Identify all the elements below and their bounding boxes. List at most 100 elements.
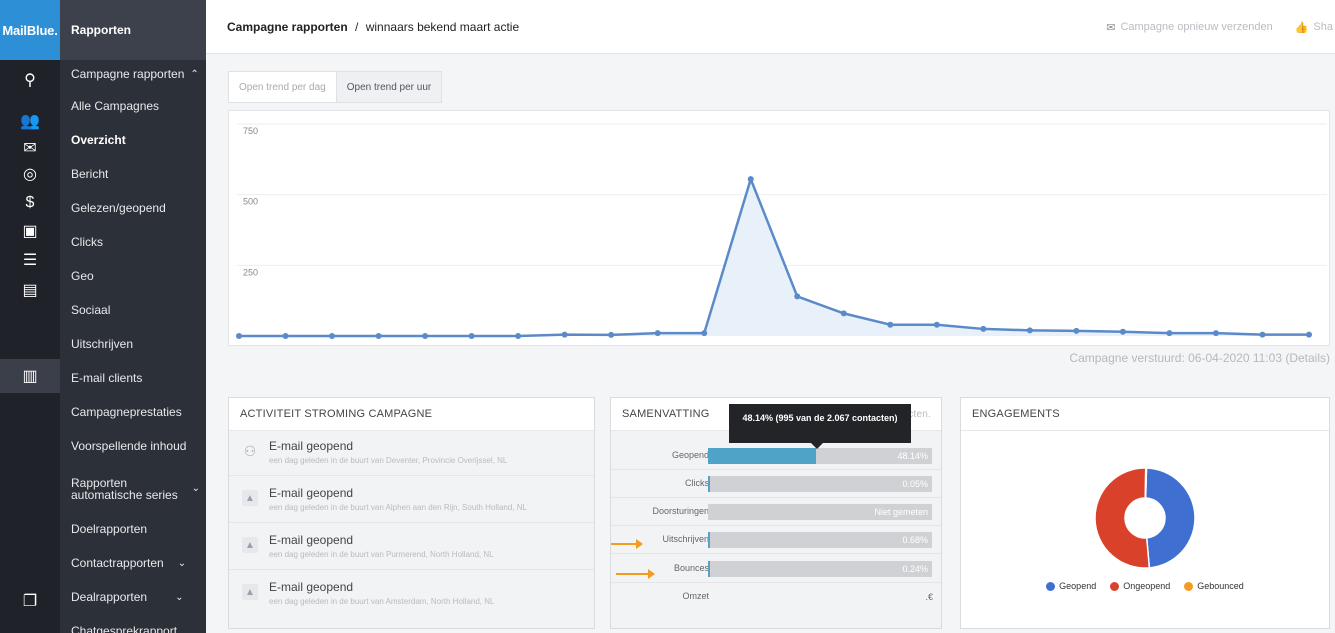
chevron-down-icon: ⌄ <box>175 591 184 603</box>
search-icon[interactable]: ⚲ <box>24 72 36 89</box>
summary-label: Geopend <box>671 450 709 460</box>
legend-dot <box>1110 581 1120 591</box>
donut-legend: Geopend Ongeopend Gebounced <box>961 581 1329 591</box>
summary-bar: Niet gemeten <box>708 504 932 520</box>
nav-uitschrijven[interactable]: Uitschrijven <box>71 337 134 351</box>
nav-header: Rapporten <box>60 0 206 60</box>
data-point <box>1026 327 1033 334</box>
share-link[interactable]: Sha <box>1313 21 1333 33</box>
activity-title: E-mail geopend <box>269 486 354 500</box>
summary-row-omzet: Omzet .€ <box>611 583 941 611</box>
activity-item[interactable]: ▲ E-mail geopend een dag geleden in de b… <box>229 478 594 523</box>
data-point <box>468 333 475 339</box>
legend-ongeopend[interactable]: Ongeopend <box>1110 581 1170 591</box>
data-point <box>375 333 382 339</box>
breadcrumb-root[interactable]: Campagne rapporten <box>227 19 348 34</box>
nav-gelezen-geopend[interactable]: Gelezen/geopend <box>71 201 166 215</box>
arrow-annotation <box>616 569 655 579</box>
y-tick-label: 500 <box>243 197 258 207</box>
mail-icon: ✉ <box>1106 21 1116 34</box>
summary-bar: 0.05% <box>708 476 932 492</box>
nav-alle-campagnes[interactable]: Alle Campagnes <box>71 99 160 113</box>
donut-slice-ongeopend[interactable] <box>1094 467 1151 569</box>
nav-dealrapporten[interactable]: Dealrapporten ⌄ <box>60 586 206 608</box>
data-point <box>329 333 336 339</box>
data-point <box>1166 330 1173 337</box>
activity-desc: een dag geleden in de buurt van Purmeren… <box>269 550 494 559</box>
chevron-down-icon: ⌄ <box>177 557 187 569</box>
legend-dot <box>1184 581 1194 591</box>
windows-icon[interactable]: ❐ <box>22 593 38 610</box>
activity-desc: een dag geleden in de buurt van Deventer… <box>269 456 508 465</box>
activity-panel: ACTIVITEIT STROMING CAMPAGNE ⚇ E-mail ge… <box>228 397 595 629</box>
summary-title: SAMENVATTING <box>622 408 710 420</box>
activity-desc: een dag geleden in de buurt van Alphen a… <box>269 503 527 512</box>
y-tick-label: 750 <box>243 126 258 136</box>
data-point <box>1119 328 1126 335</box>
legend-gebounced[interactable]: Gebounced <box>1184 581 1244 591</box>
nav-overzicht[interactable]: Overzicht <box>71 133 126 147</box>
nav-email-clients[interactable]: E-mail clients <box>71 371 143 385</box>
nav-geo[interactable]: Geo <box>71 269 94 283</box>
nav-item-label: Contactrapporten <box>71 556 164 570</box>
nav-voorspellende-inhoud[interactable]: Voorspellende inhoud <box>71 439 187 453</box>
summary-bar: 48.14% <box>708 448 932 464</box>
engagements-panel: ENGAGEMENTS Geopend Ongeopend Gebounced <box>960 397 1330 629</box>
summary-row-clicks[interactable]: Clicks 0.05% <box>611 470 941 498</box>
tab-open-trend-per-dag[interactable]: Open trend per dag <box>228 71 337 103</box>
activity-item[interactable]: ▲ E-mail geopend een dag geleden in de b… <box>229 572 594 617</box>
summary-label: Doorsturingen <box>652 506 709 516</box>
nav-bericht[interactable]: Bericht <box>71 167 109 181</box>
donut-slice-gebounced[interactable] <box>1144 467 1148 499</box>
nav-doelrapporten[interactable]: Doelrapporten <box>71 522 148 536</box>
target-icon[interactable]: ◎ <box>23 166 37 183</box>
summary-value: Niet gemeten <box>874 507 928 517</box>
summary-label: Omzet <box>682 591 709 601</box>
activity-item[interactable]: ▲ E-mail geopend een dag geleden in de b… <box>229 525 594 570</box>
document-icon[interactable]: ▤ <box>22 282 38 299</box>
activity-title: E-mail geopend <box>269 580 354 594</box>
breadcrumb-current: winnaars bekend maart actie <box>365 19 520 34</box>
data-point <box>933 321 940 328</box>
campaign-sent-text[interactable]: Campagne verstuurd: 06-04-2020 11:03 (De… <box>1069 351 1330 365</box>
summary-label: Uitschrijven <box>662 534 709 544</box>
data-point <box>282 333 289 339</box>
nav-rapporten-automatische-series[interactable]: Rapporten automatische series ⌄ <box>60 474 200 504</box>
summary-label: Bounces <box>673 563 709 573</box>
summary-value: 0.05% <box>902 479 928 489</box>
nav-sociaal[interactable]: Sociaal <box>71 303 111 317</box>
activity-item[interactable]: ⚇ E-mail geopend een dag geleden in de b… <box>229 431 594 476</box>
list-icon[interactable]: ☰ <box>22 252 38 269</box>
nav-item-label: Campagne rapporten <box>71 67 185 81</box>
nav-campagneprestaties[interactable]: Campagneprestaties <box>71 405 182 419</box>
summary-row-bounces[interactable]: Bounces 0.24% <box>611 555 941 583</box>
legend-geopend[interactable]: Geopend <box>1046 581 1096 591</box>
summary-row-doorsturingen[interactable]: Doorsturingen Niet gemeten <box>611 498 941 526</box>
donut-slice-geopend[interactable] <box>1144 467 1196 569</box>
summary-bar-fill <box>708 561 710 577</box>
brand-logo[interactable]: MailBlue. <box>0 0 60 60</box>
summary-row-uitschrijven[interactable]: Uitschrijven 0.68% <box>611 526 941 554</box>
contacts-icon[interactable]: 👥 <box>20 113 40 130</box>
engagements-donut <box>1094 467 1196 569</box>
page-header: Campagne rapporten / winnaars bekend maa… <box>206 0 1335 54</box>
nav-campagne-rapporten[interactable]: Campagne rapporten ⌃ <box>60 63 206 85</box>
user-icon: ▲ <box>242 537 258 553</box>
data-point <box>422 333 429 339</box>
engagements-panel-title: ENGAGEMENTS <box>961 398 1329 431</box>
nav-clicks[interactable]: Clicks <box>71 235 103 249</box>
dollar-icon[interactable]: $ <box>25 194 35 211</box>
nav-chatgesprekrapport[interactable]: Chatgesprekrapport <box>71 624 178 633</box>
mail-icon[interactable]: ✉ <box>23 140 37 157</box>
chat-icon[interactable]: ▣ <box>22 223 38 240</box>
activity-title: E-mail geopend <box>269 533 354 547</box>
data-point <box>887 321 894 328</box>
reports-icon[interactable]: ▥ <box>0 359 60 393</box>
activity-desc: een dag geleden in de buurt van Amsterda… <box>269 597 495 606</box>
summary-row-geopend[interactable]: Geopend 48.14% <box>611 442 941 470</box>
summary-panel: SAMENVATTING contacten. Geopend 48.14% C… <box>610 397 942 629</box>
nav-contactrapporten[interactable]: Contactrapporten ⌄ <box>60 552 206 574</box>
area-fill <box>239 179 1309 336</box>
tab-open-trend-per-uur[interactable]: Open trend per uur <box>336 71 443 103</box>
resend-campaign-link[interactable]: Campagne opnieuw verzenden <box>1120 21 1273 33</box>
